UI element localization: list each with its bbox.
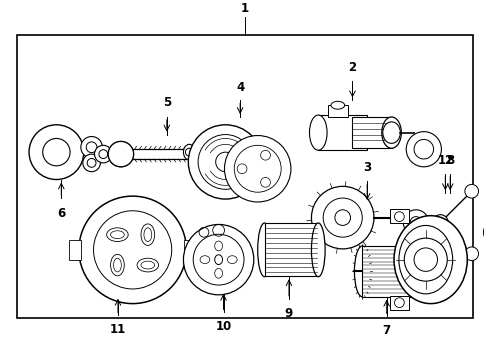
Bar [390,209,409,224]
Text: 3: 3 [363,161,371,174]
Ellipse shape [215,241,222,251]
Bar [69,240,81,260]
Bar [184,240,196,260]
Ellipse shape [383,122,400,143]
Bar [328,105,347,117]
Ellipse shape [418,246,434,297]
Circle shape [108,141,134,167]
Text: 4: 4 [236,81,244,94]
Ellipse shape [215,269,222,278]
Bar [17,35,473,318]
Circle shape [403,210,429,235]
Circle shape [465,247,479,261]
Circle shape [224,136,291,202]
Ellipse shape [382,117,401,148]
Circle shape [29,125,84,180]
Text: 7: 7 [383,324,391,337]
Ellipse shape [331,102,344,109]
Circle shape [83,154,100,172]
Circle shape [406,132,441,167]
Text: 1: 1 [241,3,249,15]
Ellipse shape [354,246,370,297]
Ellipse shape [200,256,210,264]
Text: 6: 6 [57,207,66,220]
Ellipse shape [429,254,442,289]
Ellipse shape [141,224,155,246]
Bar [390,296,409,310]
Ellipse shape [107,228,128,242]
Text: 5: 5 [163,96,171,109]
Circle shape [81,136,102,158]
Ellipse shape [310,115,327,150]
Circle shape [183,224,254,295]
Bar [352,117,392,148]
Text: 10: 10 [216,320,232,333]
Circle shape [484,221,490,243]
Bar [362,246,426,297]
Circle shape [79,196,186,303]
Circle shape [188,125,263,199]
Text: 11: 11 [110,323,126,336]
Circle shape [426,221,445,240]
Bar [429,254,444,289]
Text: 8: 8 [446,154,454,167]
Ellipse shape [341,118,364,147]
Ellipse shape [394,216,467,303]
Circle shape [433,215,448,230]
Text: 9: 9 [285,306,293,320]
Circle shape [465,184,479,198]
Text: 2: 2 [348,61,357,74]
Ellipse shape [137,258,159,272]
Circle shape [312,186,374,249]
Ellipse shape [312,223,325,277]
Ellipse shape [258,223,271,277]
Ellipse shape [227,256,237,264]
Bar [265,224,318,276]
Ellipse shape [111,254,124,276]
Text: 12: 12 [437,154,453,167]
Ellipse shape [108,141,134,167]
Ellipse shape [183,144,195,160]
Bar [318,115,367,150]
Circle shape [95,145,112,163]
